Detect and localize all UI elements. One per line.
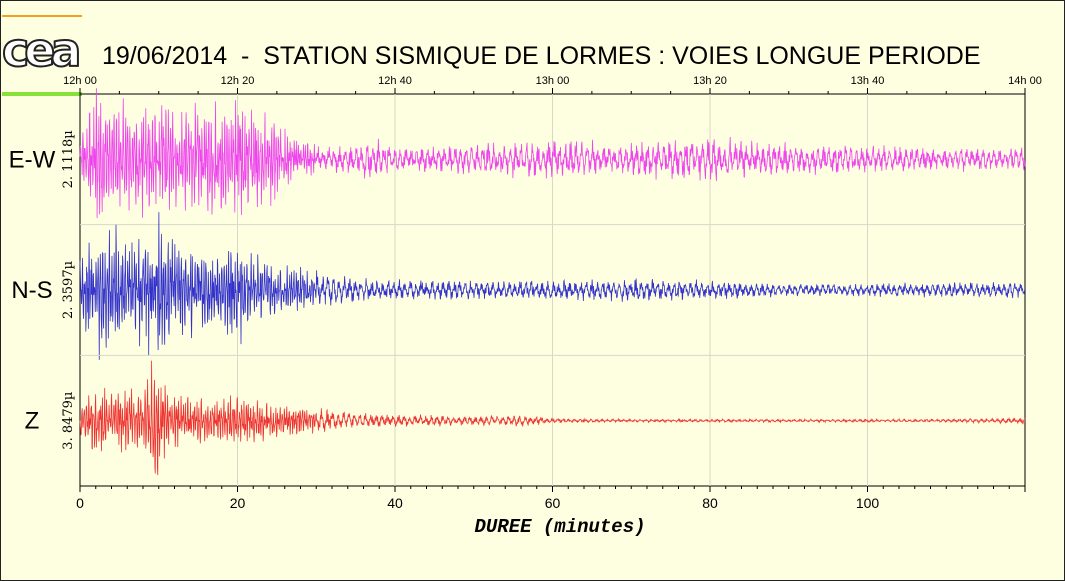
logo-bottom-bar xyxy=(2,92,82,96)
time-tick-label: 12h 40 xyxy=(378,75,412,87)
x-tick-label: 40 xyxy=(387,495,403,511)
channel-scale-z: 3. 8479µ xyxy=(61,392,76,450)
channel-label-e-w: E-W xyxy=(9,146,56,173)
time-tick-label: 12h 20 xyxy=(221,75,255,87)
cea-logo: cea xyxy=(1,14,83,96)
x-axis-title: DUREE (minutes) xyxy=(474,516,646,538)
x-tick-label: 60 xyxy=(545,495,561,511)
x-tick-label: 0 xyxy=(76,495,84,511)
logo-text: cea xyxy=(1,23,83,77)
channel-label-z: Z xyxy=(25,408,40,435)
time-tick-label: 14h 00 xyxy=(1008,75,1042,87)
x-tick-label: 100 xyxy=(856,495,880,511)
channel-scale-n-s: 2. 3597µ xyxy=(61,261,76,319)
x-tick-label: 80 xyxy=(702,495,718,511)
chart-title: 19/06/2014 - STATION SISMIQUE DE LORMES … xyxy=(102,42,981,70)
trace-n-s xyxy=(79,212,1026,360)
trace-e-w xyxy=(79,88,1026,219)
time-tick-label: 12h 00 xyxy=(63,75,97,87)
time-tick-label: 13h 20 xyxy=(693,75,727,87)
time-tick-label: 13h 40 xyxy=(851,75,885,87)
x-tick-label: 20 xyxy=(230,495,246,511)
channel-scale-e-w: 2. 1118µ xyxy=(61,130,76,188)
trace-z xyxy=(79,360,1026,476)
channel-label-n-s: N-S xyxy=(11,277,52,304)
time-tick-label: 13h 00 xyxy=(536,75,570,87)
logo-top-bar xyxy=(2,15,82,17)
